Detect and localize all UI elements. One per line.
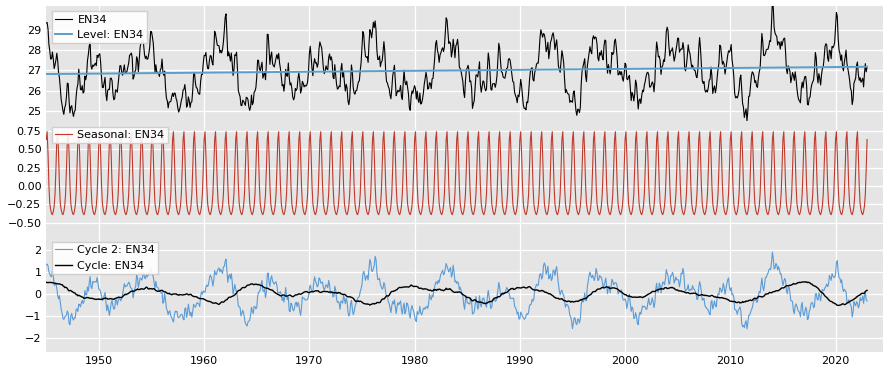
Level: EN34: (2.02e+03, 27.2): EN34: (2.02e+03, 27.2) [862,65,872,69]
Seasonal: EN34: (1.99e+03, -0.109): EN34: (1.99e+03, -0.109) [523,192,534,196]
Level: EN34: (2e+03, 27.1): EN34: (2e+03, 27.1) [609,67,619,71]
Cycle: EN34: (2.02e+03, 0.545): EN34: (2.02e+03, 0.545) [799,280,810,284]
Cycle 2: EN34: (2e+03, 0.6): EN34: (2e+03, 0.6) [589,278,600,283]
Level: EN34: (1.99e+03, 27): EN34: (1.99e+03, 27) [523,68,534,72]
Seasonal: EN34: (1.98e+03, -0.389): EN34: (1.98e+03, -0.389) [416,212,426,217]
Legend: EN34, Level: EN34: EN34, Level: EN34 [52,11,147,43]
Level: EN34: (1.98e+03, 27): EN34: (1.98e+03, 27) [416,68,426,73]
Cycle 2: EN34: (2.02e+03, -0.319): EN34: (2.02e+03, -0.319) [862,299,872,303]
Cycle: EN34: (2e+03, 0.105): EN34: (2e+03, 0.105) [589,289,600,294]
EN34 [523,91,534,96]
EN34 [41,21,52,25]
Cycle 2: EN34: (1.95e+03, -0.208): EN34: (1.95e+03, -0.208) [114,296,125,301]
Cycle 2: EN34: (1.98e+03, -0.864): EN34: (1.98e+03, -0.864) [416,311,426,315]
Seasonal: EN34: (1.96e+03, -0.322): EN34: (1.96e+03, -0.322) [161,207,172,212]
Seasonal: EN34: (2e+03, 0.234): EN34: (2e+03, 0.234) [609,166,619,171]
Line: Level: EN34: Level: EN34 [46,67,867,74]
EN34 [416,102,426,106]
Line: Cycle: EN34: Cycle: EN34 [46,282,867,306]
Cycle: EN34: (1.98e+03, 0.259): EN34: (1.98e+03, 0.259) [416,286,426,290]
Seasonal: EN34: (1.94e+03, 0.629): EN34: (1.94e+03, 0.629) [41,137,52,142]
EN34 [161,96,172,100]
Seasonal: EN34: (2.02e+03, 0.735): EN34: (2.02e+03, 0.735) [852,130,862,134]
Cycle: EN34: (2e+03, 0.266): EN34: (2e+03, 0.266) [609,286,619,290]
Cycle 2: EN34: (1.94e+03, 1.31): EN34: (1.94e+03, 1.31) [41,263,52,267]
Seasonal: EN34: (2e+03, 0.735): EN34: (2e+03, 0.735) [589,130,600,134]
Level: EN34: (1.95e+03, 26.9): EN34: (1.95e+03, 26.9) [114,71,125,76]
Cycle 2: EN34: (2.01e+03, -1.58): EN34: (2.01e+03, -1.58) [741,327,752,331]
Cycle: EN34: (2.02e+03, -0.518): EN34: (2.02e+03, -0.518) [832,303,843,308]
Level: EN34: (2e+03, 27.1): EN34: (2e+03, 27.1) [589,67,600,71]
Level: EN34: (1.94e+03, 26.8): EN34: (1.94e+03, 26.8) [41,72,52,76]
Cycle: EN34: (1.95e+03, -0.151): EN34: (1.95e+03, -0.151) [114,295,125,299]
Seasonal: EN34: (2.02e+03, 0.629): EN34: (2.02e+03, 0.629) [862,137,872,142]
Seasonal: EN34: (2.02e+03, -0.389): EN34: (2.02e+03, -0.389) [857,212,868,217]
EN34 [114,73,125,77]
Cycle 2: EN34: (2.01e+03, 1.89): EN34: (2.01e+03, 1.89) [767,250,778,254]
Cycle: EN34: (2.02e+03, 0.158): EN34: (2.02e+03, 0.158) [862,288,872,293]
EN34 [767,0,778,3]
Line: Cycle 2: EN34: Cycle 2: EN34 [46,252,867,329]
Legend: Seasonal: EN34: Seasonal: EN34 [52,127,168,143]
Seasonal: EN34: (1.95e+03, 0.234): EN34: (1.95e+03, 0.234) [114,166,125,171]
Legend: Cycle 2: EN34, Cycle: EN34: Cycle 2: EN34, Cycle: EN34 [52,242,158,274]
Cycle: EN34: (1.96e+03, 0.0527): EN34: (1.96e+03, 0.0527) [161,290,172,295]
Line: Seasonal: EN34: Seasonal: EN34 [46,132,867,215]
Level: EN34: (1.96e+03, 26.9): EN34: (1.96e+03, 26.9) [161,71,172,75]
Cycle 2: EN34: (2e+03, 0.407): EN34: (2e+03, 0.407) [609,283,619,287]
EN34 [741,119,752,123]
EN34 [589,37,600,41]
Cycle: EN34: (1.94e+03, 0.52): EN34: (1.94e+03, 0.52) [41,280,52,285]
Cycle 2: EN34: (1.96e+03, -0.657): EN34: (1.96e+03, -0.657) [161,306,172,311]
Cycle: EN34: (1.99e+03, 0.318): EN34: (1.99e+03, 0.318) [523,285,534,289]
Line: EN34: EN34 [46,0,867,121]
Cycle 2: EN34: (1.99e+03, -0.833): EN34: (1.99e+03, -0.833) [523,310,534,315]
EN34 [609,51,619,55]
EN34 [862,65,872,69]
